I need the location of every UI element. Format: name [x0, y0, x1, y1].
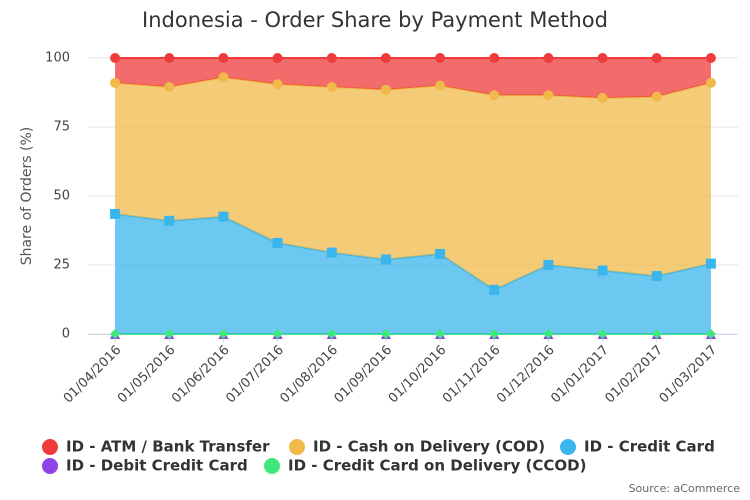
marker — [326, 53, 337, 63]
marker — [380, 53, 391, 63]
marker — [326, 247, 337, 258]
y-tick-label: 0 — [62, 327, 70, 342]
marker — [326, 329, 337, 339]
marker — [435, 80, 446, 91]
marker — [380, 84, 391, 95]
marker — [489, 53, 500, 63]
y-tick-label: 75 — [53, 120, 70, 135]
marker — [110, 77, 121, 88]
y-axis-label: Share of Orders (%) — [19, 127, 35, 266]
marker — [705, 329, 716, 339]
legend-symbol — [560, 439, 576, 455]
marker — [164, 81, 175, 92]
marker — [597, 93, 608, 104]
marker — [110, 53, 121, 63]
marker — [218, 72, 229, 83]
legend-symbol — [289, 439, 305, 455]
legend-label: ID - ATM / Bank Transfer — [66, 438, 270, 456]
marker — [164, 215, 175, 226]
marker — [651, 329, 662, 339]
marker — [218, 211, 229, 222]
marker — [164, 329, 175, 339]
marker — [218, 53, 229, 63]
legend-label: ID - Debit Credit Card — [66, 457, 248, 475]
marker — [272, 329, 283, 339]
marker — [651, 91, 662, 102]
marker — [705, 258, 716, 269]
legend-symbol — [42, 458, 58, 474]
source: Source: aCommerce — [629, 482, 741, 495]
area — [115, 213, 711, 334]
marker — [435, 248, 446, 259]
legend-symbol — [42, 439, 58, 455]
marker — [489, 329, 500, 339]
legend-label: ID - Cash on Delivery (COD) — [313, 438, 545, 456]
marker — [272, 79, 283, 90]
area — [115, 58, 711, 99]
marker — [110, 329, 121, 339]
marker — [705, 77, 716, 88]
marker — [597, 53, 608, 63]
marker — [489, 284, 500, 295]
y-tick-label: 100 — [45, 51, 70, 66]
marker — [597, 265, 608, 276]
marker — [380, 329, 391, 339]
x-tick-label: 01/03/2017 — [657, 343, 721, 407]
marker — [326, 81, 337, 92]
marker — [651, 53, 662, 63]
marker — [651, 271, 662, 282]
marker — [380, 254, 391, 265]
marker — [489, 90, 500, 101]
marker — [543, 260, 554, 270]
marker — [110, 208, 121, 219]
marker — [543, 90, 554, 101]
marker — [272, 53, 283, 63]
marker — [435, 53, 446, 63]
legend-label: ID - Credit Card on Delivery (CCOD) — [288, 457, 586, 475]
marker — [164, 53, 175, 63]
y-tick-label: 25 — [53, 258, 70, 273]
marker — [218, 329, 229, 339]
legend-symbol — [264, 458, 280, 474]
marker — [272, 237, 283, 248]
marker — [543, 329, 554, 339]
marker — [597, 329, 608, 339]
marker — [435, 329, 446, 339]
marker — [705, 53, 716, 63]
chart-title: Indonesia - Order Share by Payment Metho… — [142, 8, 608, 32]
area — [115, 77, 711, 290]
marker — [543, 53, 554, 63]
y-tick-label: 50 — [53, 189, 70, 204]
legend-label: ID - Credit Card — [584, 438, 715, 456]
